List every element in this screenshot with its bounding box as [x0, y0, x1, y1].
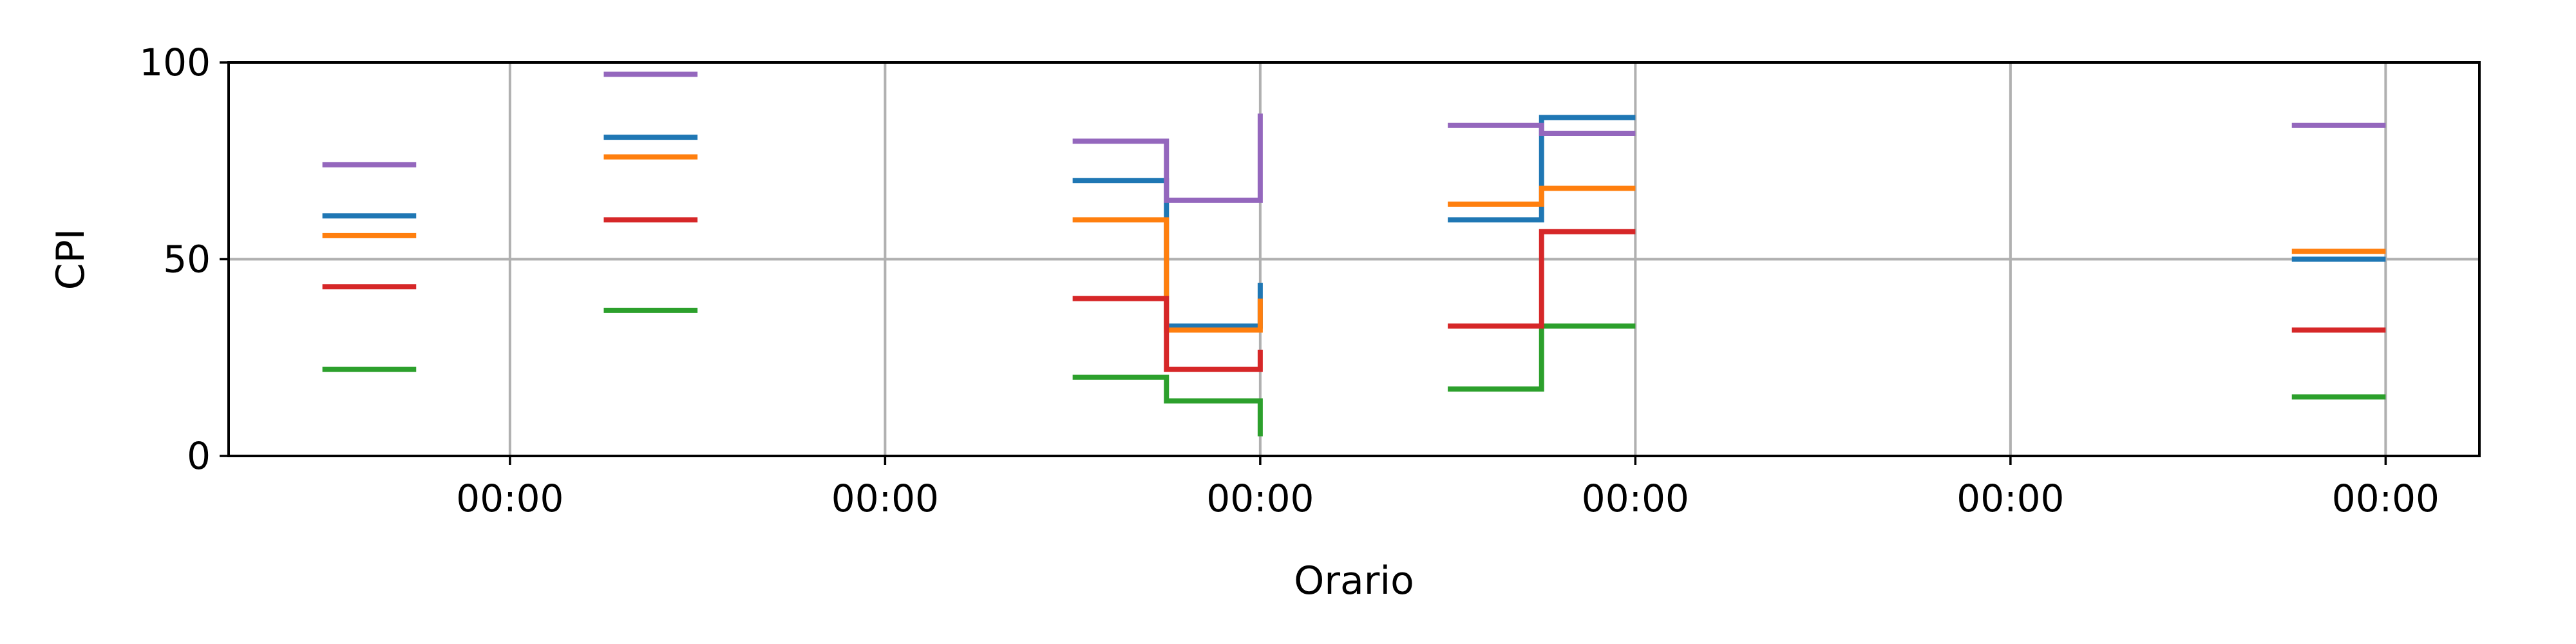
series-5-segment [1072, 113, 1263, 203]
y-tick-label: 100 [139, 41, 211, 84]
ticks-layer: 0 50 100 00:00 00:00 00:00 00:00 00:00 00:00 [139, 41, 2439, 520]
x-tick-label: 00:00 [831, 477, 939, 520]
series-3 [322, 307, 2386, 437]
x-axis-label: Orario [1294, 558, 1414, 603]
x-tick-label: 00:00 [1206, 477, 1314, 520]
grid-layer [229, 61, 2479, 457]
y-axis-label: CPI [48, 229, 93, 290]
x-tick-label: 00:00 [2332, 477, 2439, 520]
series-5-segment [1448, 122, 1636, 136]
series-2 [322, 154, 2386, 333]
y-tick-label: 0 [187, 434, 211, 478]
series-layer [322, 71, 2386, 437]
series-1-segment [1448, 115, 1636, 223]
x-tick-label: 00:00 [456, 477, 564, 520]
y-tick-label: 50 [163, 238, 211, 281]
series-3-segment [1072, 374, 1263, 437]
series-3-segment [1448, 323, 1636, 392]
x-tick-label: 00:00 [1956, 477, 2064, 520]
series-4-segment [1448, 229, 1636, 329]
series-5 [322, 71, 2386, 203]
series-4-segment [1072, 296, 1263, 372]
x-tick-label: 00:00 [1582, 477, 1689, 520]
series-2-segment [1448, 185, 1636, 207]
series-4 [322, 217, 2386, 372]
